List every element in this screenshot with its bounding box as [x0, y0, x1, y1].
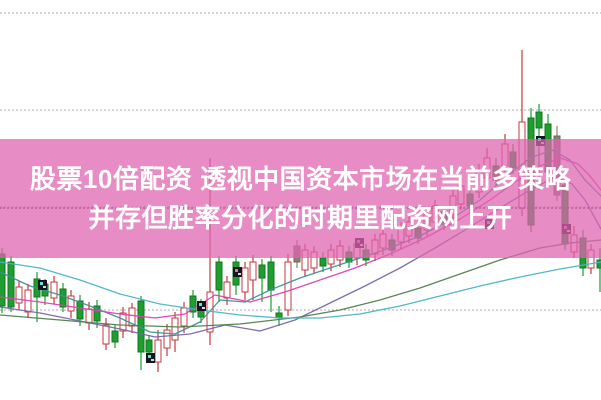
- candle: [15, 286, 23, 304]
- candle: [102, 324, 110, 345]
- candle: [284, 261, 292, 311]
- candle: [67, 295, 75, 312]
- signal-marker-dot: [43, 286, 46, 288]
- signal-marker-dot: [199, 303, 202, 306]
- candle: [189, 295, 197, 313]
- signal-marker-dot: [148, 355, 151, 358]
- candle: [319, 257, 327, 267]
- signal-marker-dot: [202, 307, 205, 309]
- candle: [145, 339, 153, 353]
- candle: [241, 267, 249, 293]
- candle: [249, 261, 257, 281]
- candle: [85, 308, 93, 324]
- signal-marker-dot: [151, 359, 154, 361]
- ma-long-line: [0, 261, 601, 319]
- candle: [267, 261, 275, 291]
- signal-marker-dot: [40, 282, 43, 285]
- headline-line-1: 股票10倍配资 透视中国资本市场在当前多策略: [29, 163, 572, 194]
- candle: [50, 281, 58, 299]
- candle: [111, 330, 119, 343]
- signal-marker-dot: [238, 273, 241, 275]
- candle: [258, 264, 266, 279]
- candle: [7, 261, 15, 308]
- candle: [596, 259, 601, 269]
- headline-banner: 股票10倍配资 透视中国资本市场在当前多策略 并存但胜率分化的时期里配资网上开: [0, 139, 601, 258]
- candle: [154, 339, 162, 363]
- headline-line-2: 并存但胜率分化的时期里配资网上开: [88, 202, 513, 233]
- candle: [535, 111, 543, 129]
- candle: [215, 261, 223, 291]
- candle: [163, 329, 171, 349]
- candle: [119, 312, 127, 332]
- candle: [171, 317, 179, 341]
- candle: [59, 288, 67, 308]
- candle: [223, 281, 231, 299]
- candle: [180, 307, 188, 327]
- candle: [76, 300, 84, 320]
- candle: [93, 305, 101, 322]
- signal-marker-dot: [235, 269, 238, 272]
